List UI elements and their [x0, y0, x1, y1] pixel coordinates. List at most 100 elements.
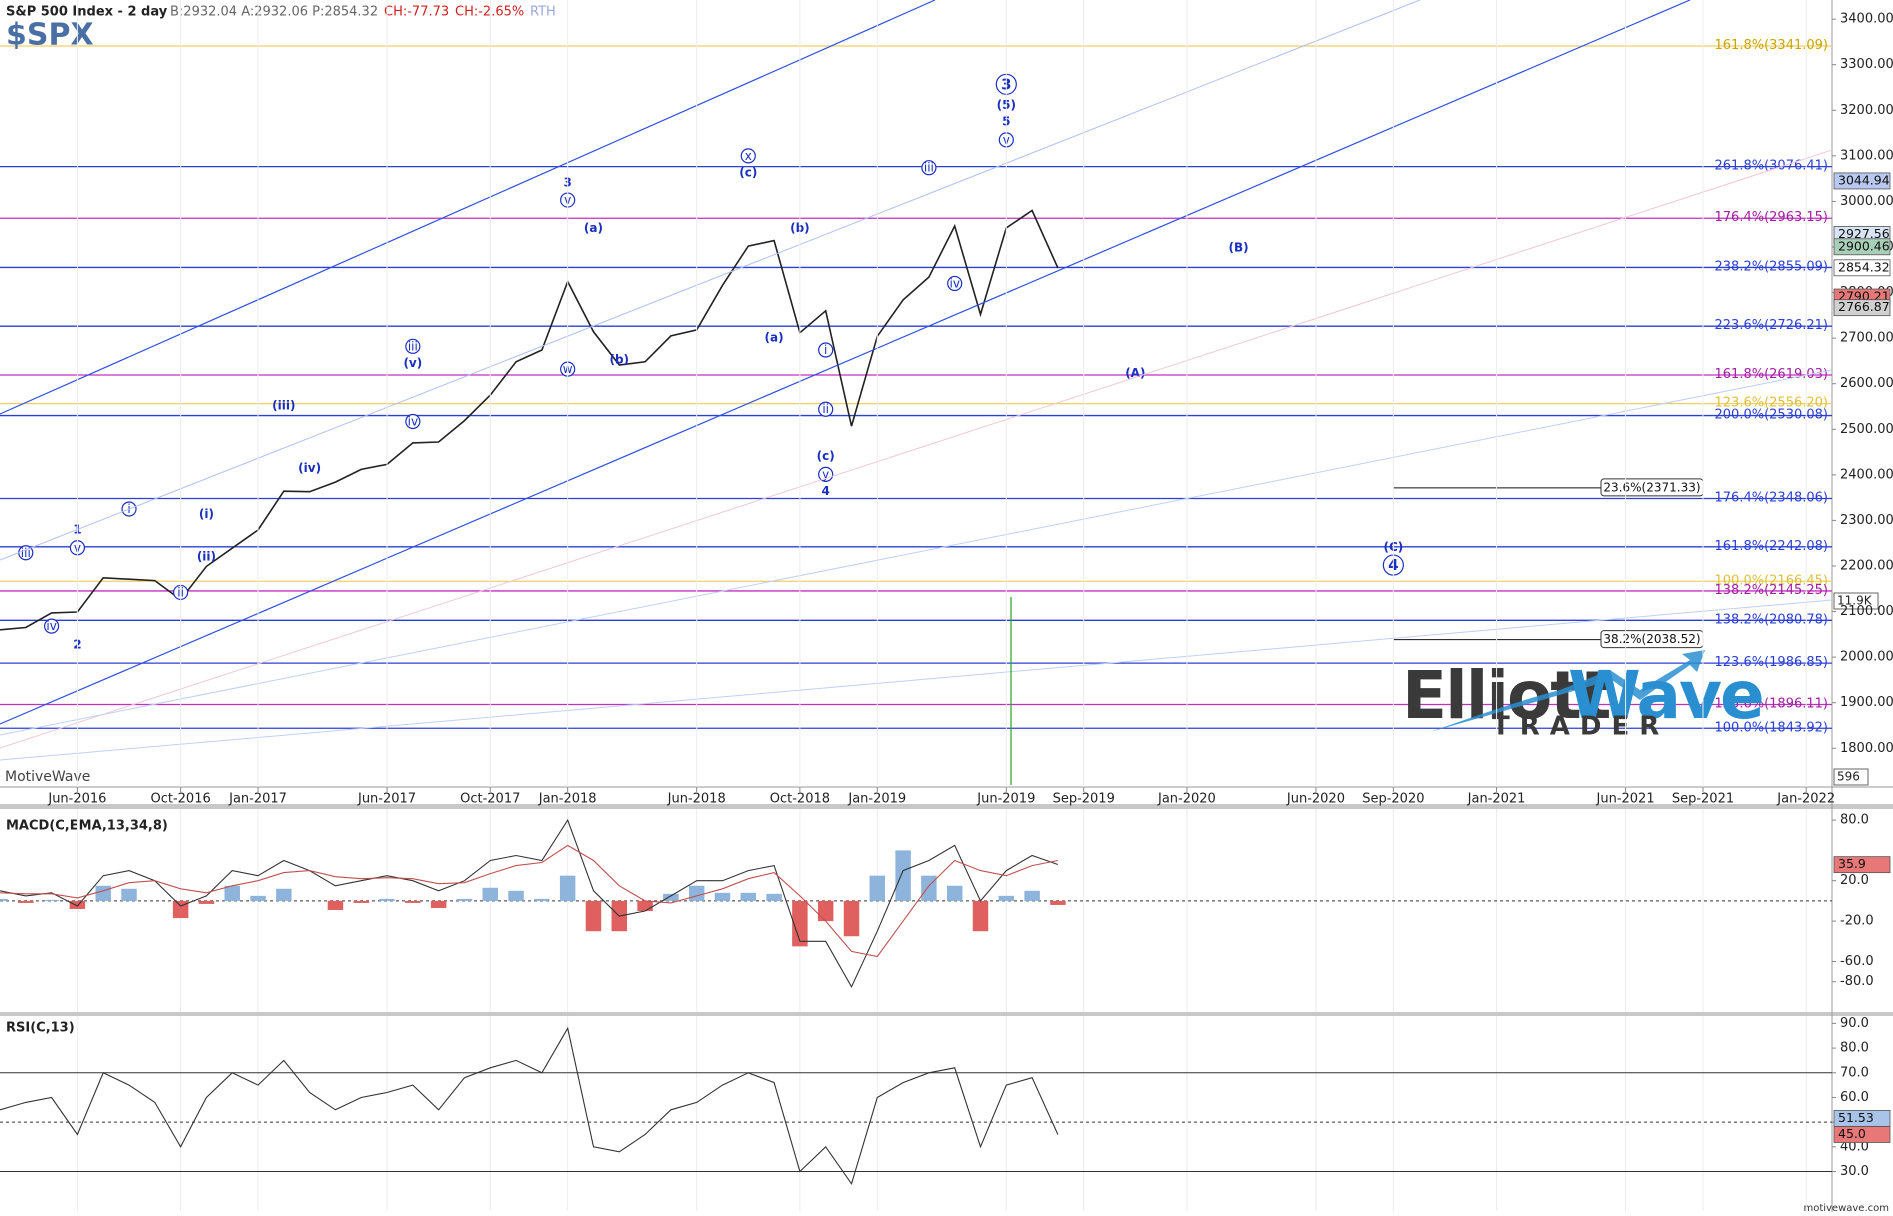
wave-label: iv: [408, 415, 418, 429]
y-tick-label: 80.0: [1840, 1041, 1869, 1056]
wave-label: iii: [408, 339, 418, 353]
histogram-bar: [482, 887, 498, 901]
y-tick-label: 1900.00: [1840, 695, 1893, 710]
histogram-bar: [817, 900, 834, 922]
histogram-bar: [405, 900, 421, 903]
y-tick-label: 3100.00: [1840, 148, 1893, 163]
panel-title: RSI(C,13): [6, 1021, 75, 1036]
channel-line: [0, 0, 936, 415]
wave-circle: [44, 618, 60, 634]
logo-tagline: TRADER: [1492, 712, 1669, 742]
wave-label: ii: [822, 402, 829, 416]
y-tick-label: 2200.00: [1840, 558, 1893, 573]
quote: B:2932.04 A:2932.06 P:2854.32: [170, 5, 378, 20]
y-tick-label: 90.0: [1840, 1016, 1869, 1031]
histogram-bar: [327, 900, 344, 910]
logo: Elliott Wave TRADER: [1402, 650, 1765, 742]
level-label: 100.0%(2166.45): [1715, 573, 1828, 588]
panel-divider: [0, 1012, 1893, 1016]
wave-label: x: [745, 149, 752, 163]
channel-line: [0, 0, 1421, 561]
histogram-bar: [508, 890, 524, 901]
wave-label: (v): [403, 356, 422, 370]
histogram-bar: [18, 900, 34, 903]
wave-label: (iv): [298, 461, 321, 475]
level-label: 123.6%(1986.85): [1715, 655, 1828, 670]
x-tick-label: Jun-2018: [667, 792, 726, 807]
price-tag-label: 2854.32: [1838, 259, 1890, 274]
x-tick-label: Jan-2021: [1467, 792, 1526, 807]
wave-label: (iii): [272, 399, 295, 413]
retracement-label: 23.6%(2371.33): [1603, 480, 1700, 494]
wave-label: (c): [817, 449, 835, 463]
histogram-bar: [224, 885, 240, 901]
wave-label: (B): [1228, 240, 1248, 254]
wave-circle: [818, 466, 834, 482]
series-line: [0, 844, 1059, 958]
level-label: 176.4%(2348.06): [1715, 491, 1828, 506]
x-tick-label: Sep-2019: [1053, 792, 1115, 807]
main-plot: 161.8%(3341.09) 261.8%(3076.41) 176.4%(296…: [0, 38, 1832, 735]
histogram-bar: [843, 900, 860, 937]
histogram-bar: [0, 898, 8, 901]
channel-line: [0, 149, 1832, 749]
y-tick-label: 1800.00: [1840, 741, 1893, 756]
wave-label: i: [824, 343, 827, 357]
time-axis: [0, 787, 1893, 809]
histogram-bar: [43, 899, 60, 901]
symbol: $SPX: [6, 18, 94, 53]
histogram-bar: [972, 900, 989, 932]
histogram-bar: [69, 900, 86, 909]
wave-circle: [818, 342, 834, 358]
price-tag: [1833, 172, 1891, 190]
x-tick-label: Jun-2019: [976, 792, 1035, 807]
wave-label: iv: [46, 619, 56, 633]
level-label: 176.4%(2963.15): [1715, 210, 1828, 225]
histogram-bar: [714, 892, 731, 901]
y-tick-label: 80.0: [1840, 813, 1869, 828]
series-line: [0, 818, 1059, 989]
histogram-bar: [95, 885, 111, 901]
histogram-bar: [585, 900, 602, 932]
level-label: 200.0%(2530.08): [1715, 408, 1828, 423]
histogram-bar: [921, 875, 937, 901]
y-tick-label: 20.0: [1840, 873, 1869, 888]
wave-label: iii: [21, 546, 31, 560]
change: CH:-77.73: [384, 5, 449, 20]
level-label: 238.2%(2855.09): [1715, 259, 1828, 274]
histogram-bar: [946, 885, 963, 901]
level-label: 138.2%(2145.25): [1715, 583, 1828, 598]
price-tag-label: 2900.46: [1838, 238, 1890, 253]
histogram-bar: [534, 898, 550, 901]
wave-label: iii: [924, 161, 934, 175]
histogram-bar: [792, 900, 808, 947]
y-tick-label: 3400.00: [1840, 12, 1893, 27]
y-tick-label: 2600.00: [1840, 376, 1893, 391]
channel-line: [0, 599, 1832, 761]
x-tick-label: Jan-2019: [847, 792, 906, 807]
histogram-bar: [663, 893, 679, 901]
wave-label: (b): [609, 353, 629, 367]
x-tick-label: Jun-2017: [357, 792, 416, 807]
y-tick-label: 70.0: [1840, 1065, 1869, 1080]
change-percent: CH:-2.65%: [455, 5, 524, 20]
y-tick-label: 3000.00: [1840, 194, 1893, 209]
y-tick-label: 40.0: [1840, 1139, 1869, 1154]
price-tag: [1833, 1126, 1891, 1143]
x-tick-label: Jan-2018: [538, 792, 597, 807]
wave-label: iv: [949, 276, 959, 290]
y-tick-label: 2300.00: [1840, 513, 1893, 528]
level-label: 161.8%(2619.03): [1715, 367, 1828, 382]
x-tick-label: Jun-2021: [1596, 792, 1655, 807]
volume-tag: 596: [1837, 770, 1860, 784]
x-tick-label: Jun-2020: [1286, 792, 1345, 807]
histogram-bar: [869, 875, 886, 901]
price-tag: [1833, 238, 1891, 256]
retracement-label: 38.2%(2038.52): [1603, 632, 1700, 646]
price-tag: [1833, 299, 1891, 317]
price-tag-label: 35.9: [1838, 856, 1866, 871]
volume-tag-box: [1833, 592, 1879, 610]
y-tick-label: -60.0: [1840, 954, 1874, 969]
price-tag-label: 51.53: [1838, 1110, 1874, 1125]
y-tick-label: 2400.00: [1840, 467, 1893, 482]
